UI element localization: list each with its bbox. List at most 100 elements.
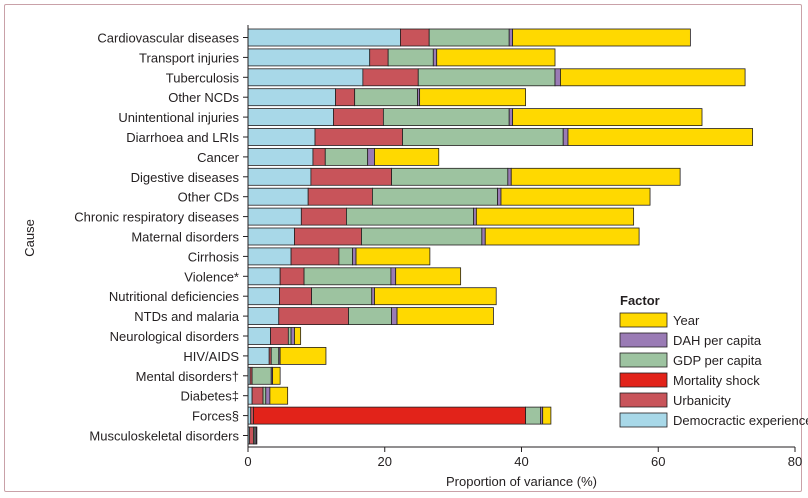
bar-segment-dah-per-capita-1 bbox=[432, 48, 438, 67]
category-label: Chronic respiratory diseases bbox=[74, 210, 239, 225]
bar-segment-year-7 bbox=[510, 167, 681, 186]
bar-segment-year-18 bbox=[269, 386, 289, 405]
bar-segment-year-6 bbox=[374, 147, 440, 166]
bar-segment-year-2 bbox=[560, 68, 746, 87]
bar-segment-year-1 bbox=[436, 48, 556, 67]
bar-segment-gdp-per-capita-3 bbox=[354, 88, 418, 107]
bar-segment-democractic-experience-14 bbox=[247, 307, 280, 326]
y-axis-label: Cause bbox=[22, 219, 37, 257]
bar-segment-year-12 bbox=[395, 267, 462, 286]
bar-segment-year-11 bbox=[355, 247, 431, 266]
bar-segment-gdp-per-capita-8 bbox=[372, 187, 498, 206]
bar-segment-democractic-experience-10 bbox=[247, 227, 295, 246]
bar-segment-dah-per-capita-14 bbox=[391, 307, 398, 326]
bar-segment-urbanicity-1 bbox=[369, 48, 389, 67]
bar-segment-urbanicity-19 bbox=[250, 406, 254, 425]
bar-segment-mortality-shock-19 bbox=[253, 406, 527, 425]
bar-segment-gdp-per-capita-4 bbox=[382, 108, 510, 126]
category-label: Diarrhoea and LRIs bbox=[126, 130, 239, 145]
bar-segment-democractic-experience-9 bbox=[247, 207, 302, 226]
category-label: Transport injuries bbox=[139, 50, 239, 65]
bar-segment-democractic-experience-3 bbox=[247, 88, 336, 107]
category-label: Diabetes‡ bbox=[180, 389, 239, 404]
category-label: Mental disorders† bbox=[136, 369, 239, 384]
chart-frame bbox=[4, 4, 802, 492]
bar-segment-gdp-per-capita-13 bbox=[311, 287, 373, 306]
legend-label: DAH per capita bbox=[673, 333, 762, 348]
bar-segment-gdp-per-capita-7 bbox=[391, 167, 509, 186]
x-axis-label: Proportion of variance (%) bbox=[446, 474, 597, 489]
bar-segment-dah-per-capita-8 bbox=[497, 187, 502, 206]
bar-segment-democractic-experience-11 bbox=[247, 247, 292, 266]
x-tick-label: 80 bbox=[788, 454, 802, 469]
category-labels: Cardiovascular diseases Transport injurie… bbox=[74, 31, 248, 444]
bar-segment-year-14 bbox=[396, 307, 494, 326]
bar-segment-dah-per-capita-6 bbox=[367, 147, 375, 166]
bar-segment-urbanicity-8 bbox=[307, 187, 373, 206]
bar-segment-gdp-per-capita-15 bbox=[287, 327, 292, 345]
bar-segment-democractic-experience-0 bbox=[247, 28, 401, 47]
category-label: NTDs and malaria bbox=[134, 309, 240, 324]
bar-segment-dah-per-capita-13 bbox=[371, 287, 375, 306]
bar-segment-urbanicity-6 bbox=[312, 147, 326, 166]
bar-segment-gdp-per-capita-16 bbox=[270, 346, 280, 365]
bar-segment-gdp-per-capita-19 bbox=[525, 406, 542, 425]
x-tick-label: 20 bbox=[378, 454, 392, 469]
bar-segment-urbanicity-4 bbox=[333, 108, 384, 126]
bar-segment-gdp-per-capita-12 bbox=[303, 267, 392, 286]
legend-label: Urbanicity bbox=[673, 393, 731, 408]
bar-segment-dah-per-capita-9 bbox=[473, 207, 477, 226]
bar-segment-gdp-per-capita-18 bbox=[262, 386, 267, 405]
bar-segment-dah-per-capita-0 bbox=[508, 28, 514, 47]
legend-swatch bbox=[619, 312, 668, 328]
bar-segment-dah-per-capita-7 bbox=[507, 167, 512, 186]
x-tick-label: 0 bbox=[244, 454, 251, 469]
bar-segment-gdp-per-capita-2 bbox=[417, 68, 556, 87]
legend-title: Factor bbox=[620, 293, 660, 308]
category-label: Nutritional deficiencies bbox=[109, 289, 240, 304]
bar-segment-urbanicity-0 bbox=[400, 28, 430, 47]
bar-segment-urbanicity-18 bbox=[251, 386, 264, 405]
category-label: Unintentional injuries bbox=[118, 110, 239, 125]
bar-segment-gdp-per-capita-10 bbox=[361, 227, 483, 246]
bar-segment-gdp-per-capita-5 bbox=[402, 128, 564, 146]
bar-segment-year-15 bbox=[294, 327, 302, 345]
bar-segment-year-16 bbox=[279, 346, 327, 365]
bar-segment-gdp-per-capita-6 bbox=[324, 147, 369, 166]
bar-segment-urbanicity-10 bbox=[294, 227, 362, 246]
x-tick-label: 60 bbox=[651, 454, 665, 469]
bar-segment-urbanicity-12 bbox=[279, 267, 305, 286]
category-label: Violence* bbox=[184, 269, 239, 284]
bar-segment-urbanicity-13 bbox=[279, 287, 312, 306]
category-label: Cancer bbox=[197, 150, 240, 165]
category-label: Forces§ bbox=[192, 409, 239, 424]
bar-segment-gdp-per-capita-0 bbox=[428, 28, 510, 47]
x-tick-label: 40 bbox=[514, 454, 528, 469]
legend-label: GDP per capita bbox=[673, 353, 762, 368]
bar-segment-urbanicity-2 bbox=[362, 68, 419, 87]
bar-segment-dah-per-capita-2 bbox=[554, 68, 561, 87]
bar-segment-dah-per-capita-11 bbox=[352, 247, 357, 266]
category-label: Cirrhosis bbox=[188, 249, 240, 264]
bar-segment-urbanicity-11 bbox=[290, 247, 340, 266]
legend-swatch bbox=[619, 332, 668, 348]
bar-segment-year-20 bbox=[255, 426, 258, 445]
bar-segment-democractic-experience-2 bbox=[247, 68, 364, 87]
bar-segment-gdp-per-capita-9 bbox=[346, 207, 475, 226]
bar-segment-urbanicity-14 bbox=[278, 307, 349, 326]
legend-swatch bbox=[619, 392, 668, 408]
category-label: Tuberculosis bbox=[166, 70, 240, 85]
bar-segment-democractic-experience-15 bbox=[247, 327, 271, 345]
category-label: Maternal disorders bbox=[131, 230, 239, 245]
bar-segment-democractic-experience-18 bbox=[247, 386, 253, 405]
bar-segment-democractic-experience-1 bbox=[247, 48, 371, 67]
bar-segment-urbanicity-3 bbox=[335, 88, 356, 107]
bar-segment-democractic-experience-12 bbox=[247, 267, 281, 286]
legend-swatch bbox=[619, 352, 668, 368]
bar-segment-democractic-experience-7 bbox=[247, 167, 312, 186]
bar-segment-democractic-experience-16 bbox=[247, 346, 270, 365]
category-label: Digestive diseases bbox=[131, 170, 240, 185]
bar-segment-year-17 bbox=[272, 366, 281, 385]
bar-segment-year-19 bbox=[542, 406, 552, 425]
